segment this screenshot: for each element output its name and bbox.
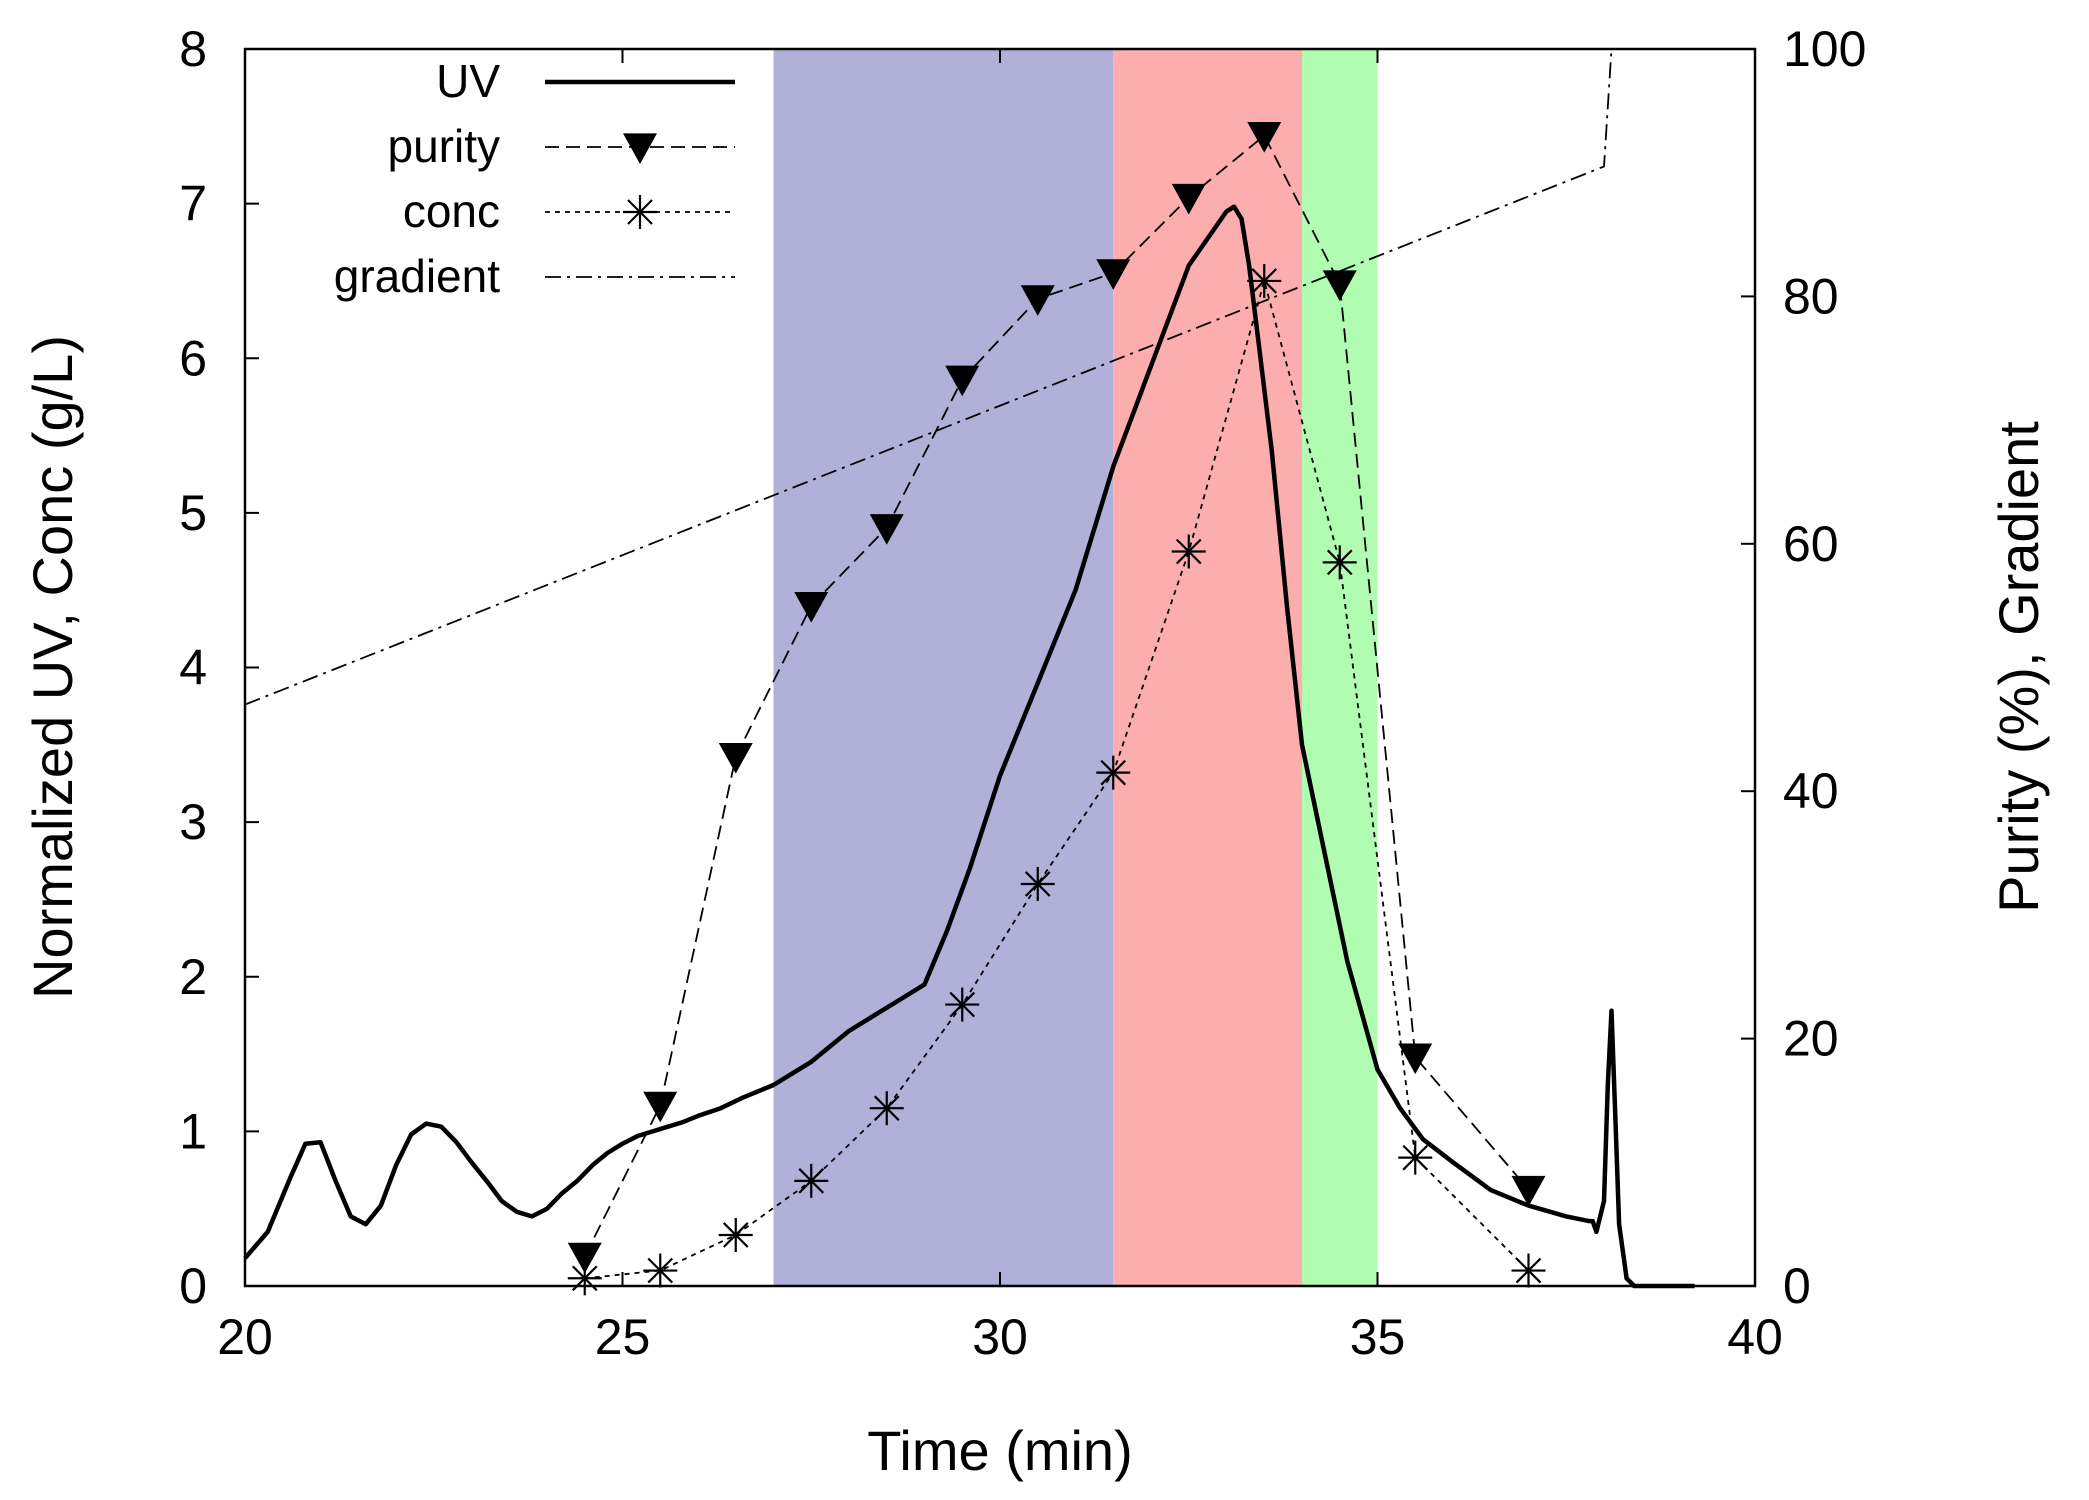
data-point-conc (1020, 866, 1055, 901)
data-point-purity (1511, 1175, 1546, 1207)
data-point-purity (1247, 121, 1282, 153)
data-point-conc (869, 1091, 904, 1126)
y2-tick-label: 20 (1783, 1011, 1839, 1067)
data-point-conc (794, 1163, 829, 1198)
y-tick-label: 4 (179, 640, 207, 696)
series-layer (243, 48, 1695, 1296)
data-point-purity (718, 742, 753, 774)
data-point-purity (1398, 1043, 1433, 1075)
data-point-conc-stroke (949, 991, 976, 1018)
legend-label-UV: UV (436, 55, 500, 107)
data-point-conc-stroke (1326, 549, 1353, 576)
data-point-conc (1096, 755, 1131, 790)
data-point-conc-stroke (722, 1222, 749, 1248)
data-point-conc (718, 1217, 753, 1252)
y-tick-label: 2 (179, 949, 207, 1005)
y-tick-label: 8 (179, 21, 207, 77)
y2-tick-label: 100 (1783, 21, 1866, 77)
legend: UV purity conc gradient (334, 55, 735, 302)
data-point-conc (1247, 263, 1282, 298)
data-point-conc (1322, 545, 1357, 580)
data-point-conc-stroke (1402, 1144, 1429, 1171)
series-line-gradient (244, 48, 1613, 706)
y-tick-label: 1 (179, 1103, 207, 1159)
data-point-conc-stroke (873, 1095, 900, 1121)
data-point-conc (1171, 534, 1206, 569)
data-point-conc-stroke (1024, 871, 1051, 897)
x-tick-label: 30 (972, 1309, 1028, 1365)
plot-frame (243, 47, 1757, 1288)
data-point-purity (1322, 270, 1357, 302)
legend-label-purity: purity (388, 120, 500, 172)
legend-label-conc: conc (403, 185, 500, 237)
data-point-conc-stroke (647, 1257, 674, 1284)
data-point-conc-stroke (1515, 1257, 1542, 1284)
legend-marker-purity (623, 133, 657, 164)
y-axis-label: Normalized UV, Conc (g/L) (21, 335, 84, 999)
x-tick-label: 25 (595, 1309, 651, 1365)
data-point-conc-stroke (1251, 268, 1278, 294)
fraction-band-2 (1113, 49, 1302, 1286)
y2-tick-label: 80 (1783, 268, 1839, 324)
y2-tick-label: 0 (1783, 1258, 1811, 1314)
x-axis-label: Time (min) (867, 1419, 1132, 1482)
legend-marker-conc-stroke (627, 199, 653, 225)
legend-marker-conc (623, 195, 657, 229)
data-point-purity (1171, 183, 1206, 215)
data-point-purity (945, 365, 980, 397)
data-point-conc-stroke (1100, 759, 1127, 786)
y2-tick-label: 60 (1783, 516, 1839, 572)
data-point-purity (1020, 285, 1055, 316)
x-tick-label: 35 (1350, 1309, 1406, 1365)
y-tick-label: 7 (179, 176, 207, 232)
y-tick-label: 0 (179, 1258, 207, 1314)
data-point-conc-stroke (1175, 538, 1202, 565)
data-point-purity (869, 514, 904, 545)
data-point-conc (1398, 1140, 1433, 1175)
series-line-UV (243, 204, 1695, 1289)
data-point-conc (643, 1253, 678, 1288)
x-tick-label: 40 (1727, 1309, 1783, 1365)
data-point-purity (794, 592, 829, 623)
y2-axis-label: Purity (%), Gradient (1987, 421, 2050, 913)
y-tick-label: 3 (179, 794, 207, 850)
fraction-bands (773, 49, 1378, 1286)
data-point-conc (945, 987, 980, 1022)
legend-label-gradient: gradient (334, 250, 500, 302)
y-tick-label: 6 (179, 330, 207, 386)
y-tick-label: 5 (179, 485, 207, 541)
data-point-purity (643, 1091, 678, 1123)
fraction-band-1 (773, 49, 1114, 1286)
data-point-conc (1511, 1253, 1546, 1288)
fraction-band-3 (1302, 49, 1378, 1286)
data-point-purity (1096, 259, 1131, 290)
data-point-conc (567, 1261, 602, 1296)
data-point-conc-stroke (798, 1168, 825, 1194)
y2-tick-label: 40 (1783, 763, 1839, 819)
data-point-purity (567, 1242, 602, 1274)
x-tick-label: 20 (217, 1309, 273, 1365)
